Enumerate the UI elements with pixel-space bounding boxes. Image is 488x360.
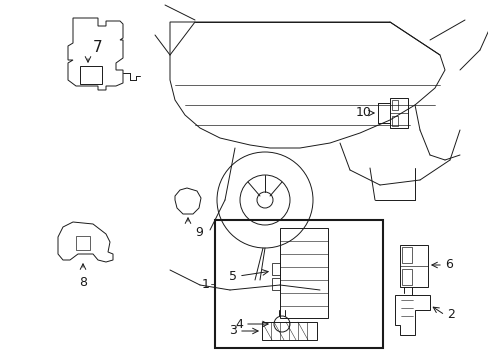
- Text: 4: 4: [235, 318, 243, 330]
- Bar: [271, 263, 280, 275]
- Text: 3: 3: [229, 324, 237, 338]
- Bar: [280, 228, 327, 318]
- Bar: [389, 98, 407, 128]
- Text: 2: 2: [446, 309, 454, 321]
- Text: 1: 1: [202, 278, 209, 291]
- Bar: [391, 100, 397, 110]
- Bar: [262, 322, 316, 340]
- Bar: [215, 220, 382, 348]
- Text: 9: 9: [195, 226, 203, 239]
- Text: 7: 7: [93, 40, 102, 55]
- Text: 8: 8: [79, 276, 87, 289]
- Text: 5: 5: [228, 270, 237, 283]
- Bar: [399, 245, 427, 287]
- Bar: [271, 278, 280, 290]
- Text: 10: 10: [355, 107, 371, 120]
- Bar: [391, 116, 397, 126]
- Text: 6: 6: [444, 258, 452, 271]
- Bar: [76, 236, 90, 250]
- Bar: [401, 247, 411, 263]
- Bar: [401, 269, 411, 285]
- Bar: [80, 66, 102, 84]
